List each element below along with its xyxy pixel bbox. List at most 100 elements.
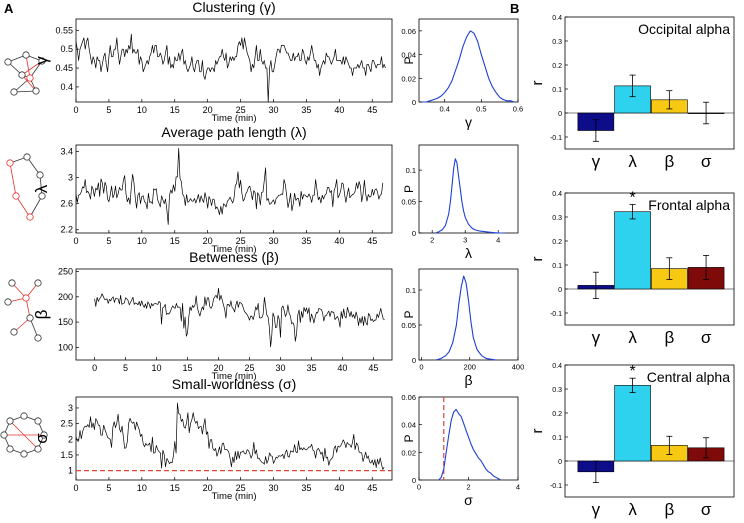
pdf-lambda-ytick-label: 0.05 <box>401 198 416 207</box>
pdf-beta-xtick-label: 0 <box>419 363 423 372</box>
ts-gamma-series-line <box>75 33 386 103</box>
pdf-gamma-chart: 0 0.02 0.04 0.06 0.4 0.5 0.6 γ P <box>401 18 523 130</box>
pdf-beta-ytick-label: 0.05 <box>401 321 416 330</box>
pdf-sigma-chart: 0 0.02 0.04 0.06 0 2 4 σ P <box>401 393 520 508</box>
bar-occipital-category-label: σ <box>701 152 712 171</box>
pdf-beta-ytick-label: 0 <box>412 356 416 365</box>
bar-frontal-category-label: λ <box>628 328 637 347</box>
bar-occipital-ytick-label: 0 <box>558 111 562 118</box>
bar-frontal-category-label: σ <box>701 328 712 347</box>
network-small-world-icon <box>0 412 48 458</box>
ts-lambda-xtick-label: 15 <box>170 236 180 246</box>
ts-lambda-ytick-label: 3 <box>68 173 73 183</box>
ts-lambda-xtick-label: 20 <box>203 236 213 246</box>
pdf-sigma-xtick-label: 2 <box>466 483 470 492</box>
pdf-gamma-series-line <box>422 30 515 103</box>
ts-sigma-chart: 11.522.530 5 10 15 20 25 30 35 40 45Small-worldne… <box>32 376 393 502</box>
pdf-beta-axes-frame <box>418 268 519 361</box>
pdf-sigma-series-line <box>438 408 501 481</box>
ts-gamma-xtick-label: 20 <box>203 105 213 115</box>
ts-lambda-title: Average path length (λ) <box>161 124 306 140</box>
ts-beta-xtick-label: 5 <box>123 363 128 373</box>
pdf-sigma-xtick-label: 0 <box>417 483 421 492</box>
ts-beta-xtick-label: 10 <box>152 363 162 373</box>
pdf-lambda-series-line <box>435 158 505 234</box>
bar-central-category-label: λ <box>628 500 637 519</box>
ts-lambda-axes-frame <box>75 144 393 234</box>
ts-beta-chart: 100 150 200 250 0 5 10 15 20 25 30 35 40 45 Betweness … <box>32 249 393 382</box>
ts-lambda-ytick-label: 3.4 <box>60 147 73 157</box>
ts-gamma-xtick-label: 45 <box>367 105 377 115</box>
bar-occipital-ytick-label: -0.1 <box>550 135 562 142</box>
ts-sigma-ytick-label: 2 <box>68 434 73 444</box>
ts-sigma-xtick-label: 5 <box>106 483 111 493</box>
bar-frontal-category-label: β <box>664 328 674 347</box>
pdf-beta-ytick-label: 0.1 <box>406 286 416 295</box>
ts-gamma-axes-frame <box>75 18 393 103</box>
bar-central-ytick-label: 0.1 <box>552 435 562 442</box>
ts-gamma-xlabel: Time (min) <box>211 113 256 124</box>
bar-occipital-ytick-label: 0.2 <box>552 63 562 70</box>
network-clustering-icon <box>4 51 46 96</box>
pdf-beta-series-line <box>435 275 497 361</box>
ts-beta-xtick-label: 15 <box>183 363 193 373</box>
ts-gamma-ytick-label: 0.5 <box>60 44 73 54</box>
ts-lambda-xlabel: Time (min) <box>211 244 256 255</box>
ts-gamma-ytick-label: 0.4 <box>60 82 73 92</box>
pdf-sigma-ylabel: P <box>402 434 416 442</box>
ts-lambda-ytick-label: 2.6 <box>60 199 73 209</box>
pdf-gamma-ytick-label: 0.04 <box>401 51 416 60</box>
ts-lambda-xtick-label: 5 <box>106 236 111 246</box>
pdf-lambda-xlabel: λ <box>465 245 472 261</box>
pdf-sigma-ytick-label: 0.02 <box>401 448 416 457</box>
ts-sigma-xtick-label: 35 <box>301 483 311 493</box>
bar-occipital-ytick-label: 0.4 <box>552 15 562 22</box>
ts-sigma-ytick-label: 3 <box>68 403 73 413</box>
bar-central-ylabel: r <box>529 429 546 434</box>
pdf-sigma-xtick-label: 4 <box>516 483 520 492</box>
network-path-length-icon <box>6 153 46 221</box>
ts-gamma-xtick-label: 0 <box>73 105 78 115</box>
bar-frontal-ytick-label: 0.2 <box>552 239 562 246</box>
ts-sigma-xtick-label: 10 <box>137 483 147 493</box>
ts-gamma-ytick-label: 0.45 <box>55 63 73 73</box>
pdf-lambda-ytick-label: 0 <box>412 229 416 238</box>
panel-label-b: B <box>510 1 519 16</box>
ts-gamma-title: Clustering (γ) <box>192 0 275 15</box>
ts-beta-title: Betweness (β) <box>189 249 279 265</box>
ts-beta-series-line <box>94 287 385 348</box>
ts-sigma-xtick-label: 20 <box>203 483 213 493</box>
ts-beta-ytick-label: 250 <box>58 267 73 277</box>
bar-frontal-category-label: γ <box>592 328 601 347</box>
pdf-beta-xtick-label: 400 <box>512 363 525 372</box>
ts-lambda-series-line <box>75 147 384 225</box>
ts-gamma-xtick-label: 15 <box>170 105 180 115</box>
pdf-lambda-ylabel: P <box>402 185 416 193</box>
ts-gamma-ylabel: γ <box>32 56 51 65</box>
ts-beta-xtick-label: 30 <box>275 363 285 373</box>
bar-occipital-ytick-label: 0.1 <box>552 87 562 94</box>
bar-central-ytick-label: 0.4 <box>552 363 562 370</box>
bar-central-chart: -0.1 0 0.1 0.2 0.3 0.4 γ λ β σ * Central alpha r <box>529 363 735 519</box>
ts-lambda-xtick-label: 10 <box>137 236 147 246</box>
ts-gamma-xtick-label: 30 <box>268 105 278 115</box>
bar-central-bar-1 <box>614 385 651 462</box>
ts-sigma-xtick-label: 40 <box>334 483 344 493</box>
ts-sigma-ytick-label: 1.5 <box>60 450 73 460</box>
ts-sigma-xtick-label: 15 <box>170 483 180 493</box>
pdf-gamma-xtick-label: 0.5 <box>476 105 486 114</box>
pdf-gamma-ytick-label: 0 <box>412 98 416 107</box>
ts-lambda-xtick-label: 25 <box>236 236 246 246</box>
bar-frontal-significance-star: * <box>629 190 635 207</box>
ts-gamma-xtick-label: 25 <box>236 105 246 115</box>
bar-occipital-label: Occipital alpha <box>638 21 730 37</box>
ts-beta-xtick-label: 20 <box>214 363 224 373</box>
pdf-gamma-xlabel: γ <box>465 114 472 130</box>
ts-sigma-ytick-label: 2.5 <box>60 419 73 429</box>
bar-central-significance-star: * <box>629 363 635 380</box>
bar-frontal-ylabel: r <box>529 257 546 262</box>
ts-gamma-chart: 0.4 0.45 0.5 0.55 0 5 10 15 20 25 30 35 40 45 Clusteri… <box>32 0 393 124</box>
bar-occipital-chart: -0.1 0 0.1 0.2 0.3 0.4 γ λ β σ Occipital alpha r <box>529 15 735 171</box>
bar-central-category-label: σ <box>701 500 712 519</box>
ts-sigma-xtick-label: 30 <box>268 483 278 493</box>
